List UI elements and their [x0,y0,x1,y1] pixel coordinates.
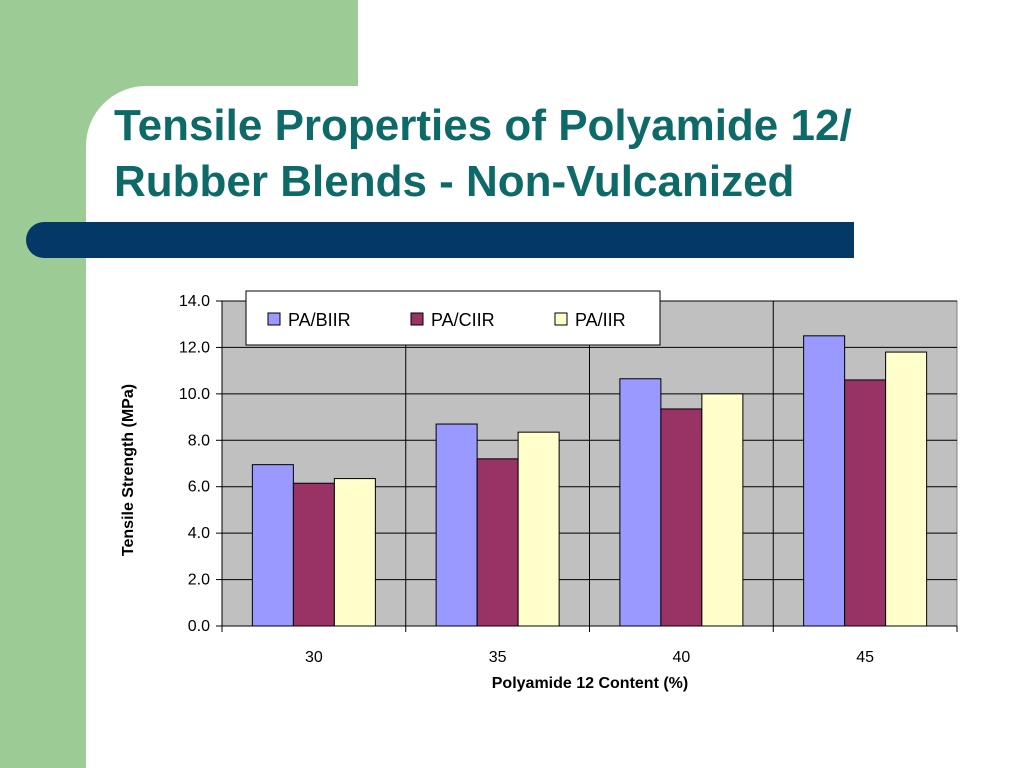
vertical-gridlines [405,301,774,626]
title-underline-bar [26,222,854,258]
legend-box [245,290,661,346]
bar [333,478,376,627]
legend-label: PA/BIIR [288,310,351,330]
x-axis-ticks: 30 35 40 45 [221,626,958,666]
y-tick-label: 14.0 [179,293,210,310]
legend: PA/BIIR PA/CIIR PA/IIR [245,290,661,346]
bar [476,458,519,627]
bar [885,351,928,627]
slide-title-line-2: Rubber Blends - Non-Vulcanized [114,157,795,206]
x-tick-label: 40 [672,649,690,666]
y-tick-label: 10.0 [179,386,210,403]
y-tick-label: 0.0 [188,618,210,635]
y-axis-label: Tensile Strength (MPa) [120,384,137,556]
y-tick-label: 8.0 [188,432,210,449]
y-tick-label: 4.0 [188,525,210,542]
bar [660,408,703,627]
y-axis-ticks: 0.0 2.0 4.0 6.0 8.0 10.0 12.0 14.0 [179,293,222,635]
bars [251,335,928,627]
x-tick-label: 45 [856,649,874,666]
bar [619,378,662,627]
x-tick-label: 35 [489,649,507,666]
slide-title-line-1: Tensile Properties of Polyamide 12/ [114,101,852,150]
legend-swatch [554,312,568,326]
legend-label: PA/CIIR [431,310,495,330]
x-axis-label: Polyamide 12 Content (%) [492,675,688,692]
legend-swatch [267,312,281,326]
bar [517,431,560,627]
y-tick-label: 2.0 [188,572,210,589]
slide-title: Tensile Properties of Polyamide 12/ Rubb… [114,98,1004,210]
bar [435,423,478,627]
bar [251,464,294,627]
bar [292,482,335,627]
y-tick-label: 12.0 [179,339,210,356]
bar [803,335,846,627]
legend-swatch [410,312,424,326]
bar [844,379,887,627]
legend-label: PA/IIR [575,310,626,330]
x-tick-label: 30 [305,649,323,666]
bar [701,393,744,627]
y-tick-label: 6.0 [188,479,210,496]
